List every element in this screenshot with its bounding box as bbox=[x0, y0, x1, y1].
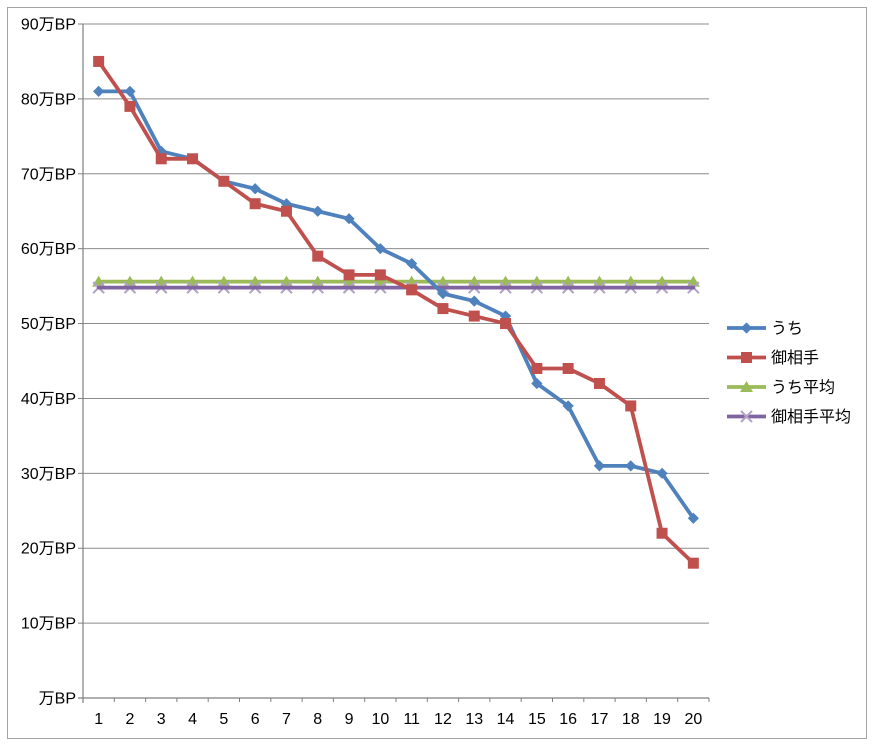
y-tick-label: 20万BP bbox=[21, 541, 76, 558]
x-tick-label: 2 bbox=[125, 711, 134, 728]
x-tick-label: 8 bbox=[313, 711, 322, 728]
x-tick-label: 1 bbox=[94, 711, 103, 728]
x-tick-label: 7 bbox=[282, 711, 291, 728]
x-tick-label: 4 bbox=[188, 711, 197, 728]
legend-label: うち bbox=[771, 321, 803, 338]
x-tick-label: 16 bbox=[559, 711, 577, 728]
y-tick-label: 万BP bbox=[39, 691, 76, 708]
legend-label: うち平均 bbox=[771, 379, 835, 397]
gridlines bbox=[78, 23, 709, 624]
x-tick-label: 10 bbox=[371, 711, 389, 728]
y-tick-label: 80万BP bbox=[21, 91, 76, 108]
y-tick-label: 90万BP bbox=[21, 17, 76, 34]
x-tick-label: 5 bbox=[219, 711, 228, 728]
legend-label: 御相手平均 bbox=[771, 408, 851, 426]
x-tick-label: 19 bbox=[653, 711, 671, 728]
legend-item-uchi: うち bbox=[727, 321, 803, 338]
y-axis-labels: 90万BP 80万BP 70万BP 60万BP 50万BP 40万BP 30万BP 20万BP… bbox=[21, 17, 76, 708]
x-tick-label: 15 bbox=[528, 711, 546, 728]
y-tick-label: 30万BP bbox=[21, 466, 76, 483]
y-tick-label: 60万BP bbox=[21, 241, 76, 258]
x-tick-label: 11 bbox=[403, 711, 420, 728]
y-tick-label: 10万BP bbox=[21, 616, 76, 633]
legend-label: 御相手 bbox=[771, 349, 819, 367]
x-tick-label: 13 bbox=[465, 711, 483, 728]
x-tick-label: 18 bbox=[622, 711, 640, 728]
x-tick-label: 3 bbox=[157, 711, 166, 728]
x-tick-label: 14 bbox=[497, 711, 515, 728]
x-tick-label: 12 bbox=[434, 711, 452, 728]
x-tick-label: 9 bbox=[345, 711, 354, 728]
x-tick-label: 6 bbox=[251, 711, 260, 728]
legend-item-aite: 御相手 bbox=[727, 349, 819, 367]
x-axis-labels: 1 2 3 4 5 6 7 8 9 10 11 12 13 14 15 16 17 18 19 20 bbox=[94, 711, 702, 728]
y-tick-label: 70万BP bbox=[21, 166, 76, 183]
legend-item-uchi-avg: うち平均 bbox=[727, 379, 835, 397]
axes bbox=[78, 24, 710, 703]
series-aite bbox=[93, 55, 699, 569]
legend-item-aite-avg: 御相手平均 bbox=[727, 408, 851, 426]
x-tick-label: 17 bbox=[591, 711, 609, 728]
x-tick-label: 20 bbox=[684, 711, 702, 728]
y-tick-label: 50万BP bbox=[21, 316, 76, 333]
y-tick-label: 40万BP bbox=[21, 391, 76, 408]
series-aite-avg bbox=[92, 281, 700, 294]
